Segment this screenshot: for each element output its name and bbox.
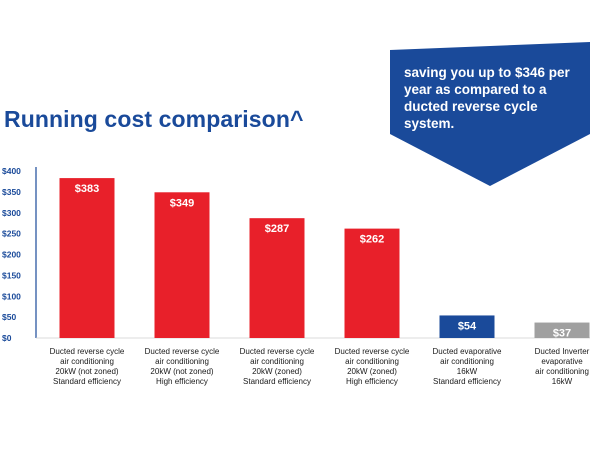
category-label-line: Ducted reverse cycle [145,347,220,356]
category-label-line: Ducted evaporative [433,347,502,356]
category-label-line: 20kW (not zoned) [55,367,118,376]
category-label: Ducted reverse cycle air conditioning 20kW… [240,347,315,386]
y-tick-label: $250 [2,229,21,239]
category-label-line: 20kW (zoned) [347,367,397,376]
category-label-line: Standard efficiency [243,377,311,386]
category-label: Ducted reverse cycle air conditioning 20kW… [50,347,125,386]
data-label: $349 [170,197,194,209]
y-tick-label: $400 [2,166,21,176]
category-label-line: 16kW [552,377,573,386]
category-label-line: Ducted reverse cycle [240,347,315,356]
category-label: Ducted reverse cycle air conditioning 20kW… [335,347,410,386]
y-tick-label: $100 [2,291,21,301]
bar [344,228,400,338]
category-label-line: air conditioning [250,357,304,366]
category-label-line: air conditioning [60,357,114,366]
savings-callout: saving you up to $346 per year as compar… [390,42,590,186]
y-tick-label: $50 [2,312,16,322]
category-label-line: High efficiency [346,377,398,386]
category-label-line: Standard efficiency [53,377,121,386]
category-label-line: air conditioning [440,357,494,366]
y-tick-label: $300 [2,208,21,218]
y-tick-label: $0 [2,333,12,343]
category-label: Ducted evaporative air conditioning 16kW St… [433,347,502,386]
category-label: Ducted reverse cycle air conditioning 20kW… [145,347,220,386]
category-label-line: air conditioning [345,357,399,366]
category-label-line: 20kW (not zoned) [150,367,213,376]
bar [439,315,495,338]
bar [154,192,210,338]
y-tick-label: $150 [2,270,21,280]
bar [249,218,305,338]
category-label-line: Ducted reverse cycle [50,347,125,356]
y-tick-label: $350 [2,187,21,197]
category-label-line: High efficiency [156,377,208,386]
y-tick-label: $200 [2,250,21,260]
data-label: $37 [553,328,571,340]
chart-title: Running cost comparison^ [4,106,304,132]
category-label-line: Ducted Inverter [535,347,590,356]
category-label-line: 20kW (zoned) [252,367,302,376]
bar [59,178,115,338]
category-label-line: Ducted reverse cycle [335,347,410,356]
category-label-line: evaporative [541,357,583,366]
data-label: $54 [458,320,477,332]
category-label-line: 16kW [457,367,478,376]
category-label-line: air conditioning [535,367,589,376]
data-label: $383 [75,183,99,195]
category-label-line: air conditioning [155,357,209,366]
category-label-line: Standard efficiency [433,377,501,386]
data-label: $262 [360,234,384,246]
data-label: $287 [265,223,289,235]
bar [534,322,590,338]
callout-text: saving you up to $346 per year as compar… [404,65,570,131]
callout-arrow-shape [390,42,590,186]
category-label: Ducted Inverter evaporative air conditioni… [535,347,590,386]
bar-chart: $0 $50 $100 $150 $200 $250 $300 $350 $400 $383 Duc… [2,166,590,386]
